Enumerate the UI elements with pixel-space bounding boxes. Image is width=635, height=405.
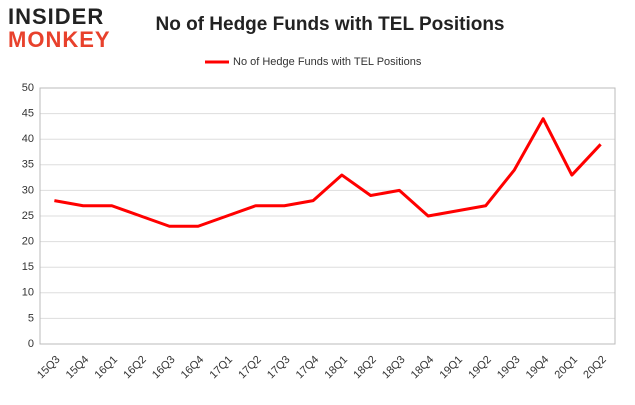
y-tick-label: 5: [28, 312, 34, 324]
y-tick-label: 20: [22, 236, 34, 248]
logo-top: INSIDER: [8, 4, 104, 29]
y-tick-label: 10: [22, 287, 34, 299]
y-tick-label: 15: [22, 261, 34, 273]
y-tick-label: 45: [22, 108, 34, 120]
y-tick-label: 0: [28, 338, 34, 350]
logo-bottom: MONKEY: [8, 27, 111, 52]
y-tick-label: 50: [22, 82, 34, 94]
plot-border: [39, 87, 616, 345]
y-tick-label: 25: [22, 210, 34, 222]
legend-label: No of Hedge Funds with TEL Positions: [233, 56, 422, 68]
line-series: [54, 117, 602, 228]
y-tick-label: 40: [22, 133, 34, 145]
chart-title: No of Hedge Funds with TEL Positions: [155, 14, 504, 35]
y-tick-label: 35: [22, 159, 34, 171]
y-tick-label: 30: [22, 184, 34, 196]
